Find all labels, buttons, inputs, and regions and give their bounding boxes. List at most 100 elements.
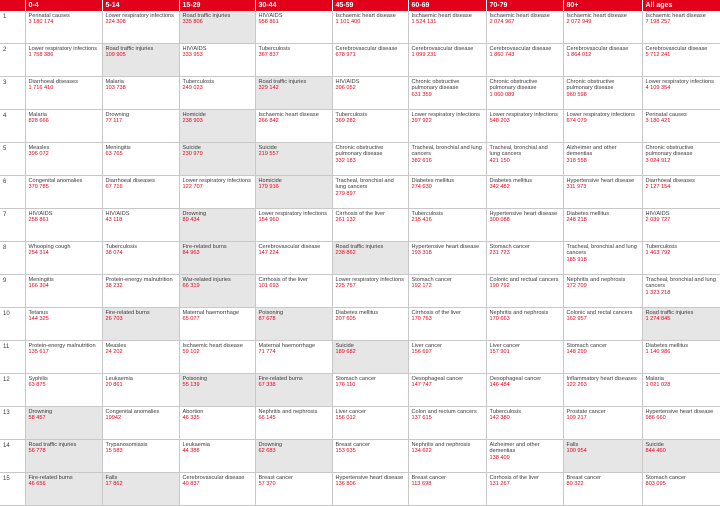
death-count: 77 117 (105, 118, 123, 125)
death-count: 55 139 (182, 382, 200, 389)
cause-name: Measles (28, 145, 50, 151)
cause-name: Fire-related burns (258, 376, 303, 382)
cause-name: Meningitis (105, 145, 131, 151)
cause-cell: Liver cancer 156 697 (408, 340, 487, 374)
cause-cell: Road traffic injuries 335 806 (179, 11, 256, 44)
cause-cell: Measles 24 202 (102, 340, 180, 374)
cause-name: Diabetes mellitus (411, 178, 455, 184)
cause-cell: Nephritis and nephrosis 134 622 (408, 439, 487, 473)
death-count: 421 150 (489, 157, 510, 164)
cause-cell: Hypertensive heart disease 136 806 (332, 472, 409, 506)
death-count: 147 224 (258, 250, 279, 257)
cause-cell: Falls 100 954 (563, 439, 643, 473)
rank-number: 3 (0, 76, 26, 110)
death-count: 803 095 (645, 481, 666, 488)
cause-cell: Whooping cough 254 314 (25, 241, 103, 275)
death-count: 137 615 (411, 415, 432, 422)
cause-name: Ischaemic heart disease (645, 13, 706, 19)
cause-cell: Poisoning 55 139 (179, 373, 256, 407)
rank-number: 15 (0, 472, 26, 506)
cause-cell: Inflammatory heart diseases 122 263 (563, 373, 643, 407)
cause-cell: Tuberculosis 142 380 (486, 406, 564, 440)
death-count: 89 434 (182, 217, 200, 224)
death-count: 3 180 174 (28, 19, 54, 26)
death-count: 1 060 089 (489, 91, 515, 98)
cause-name: Tracheal, bronchial and lung cancers (566, 244, 637, 257)
cause-cell: Cirrhosis of the liver 101 693 (255, 274, 333, 308)
cause-cell: Ischaemic heart disease 1 101 400 (332, 11, 409, 44)
cause-name: Malaria (645, 376, 664, 382)
death-count: 396 052 (335, 85, 356, 92)
cause-cell: HIV/AIDS 43 118 (102, 208, 180, 242)
death-count: 1 860 743 (489, 52, 515, 59)
death-count: 548 203 (489, 118, 510, 125)
death-count: 63 765 (105, 151, 123, 158)
death-count: 2 074 967 (489, 19, 515, 26)
death-count: 172 709 (566, 283, 587, 290)
cause-cell: Lower respiratory infections 224 308 (102, 11, 180, 44)
death-count: 162 957 (566, 316, 587, 323)
death-count: 631 359 (411, 91, 432, 98)
cause-name: Cerebrovascular disease (335, 46, 398, 52)
death-count: 17 862 (105, 481, 123, 488)
cause-name: Lower respiratory infections (335, 277, 404, 283)
cause-cell: Protein-energy malnutrition 38 232 (102, 274, 180, 308)
death-count: 215 416 (411, 217, 432, 224)
death-count: 170 663 (489, 316, 510, 323)
table-row: 12 Syphilis 63 875 Leukaemia 20 861 Poisoning… (0, 373, 720, 407)
cause-cell: Stomach cancer 176 110 (332, 373, 409, 407)
cause-cell: Cerebrovascular disease 5 712 241 (642, 43, 720, 77)
cause-name: Suicide (335, 343, 354, 349)
cause-cell: Colonic and rectual cancers 190 792 (486, 274, 564, 308)
death-count: 19942 (105, 415, 122, 422)
table-row: 7 HIV/AIDS 258 861 HIV/AIDS 43 118 Drowning 89… (0, 208, 720, 242)
death-count: 311 973 (566, 184, 587, 191)
cause-cell: Road traffic injuries 109 905 (102, 43, 180, 77)
death-count: 2 072 949 (566, 19, 592, 26)
cause-name: Chronic obstructive pulmonary disease (645, 145, 694, 158)
cause-name: Liver cancer (489, 343, 520, 349)
death-count: 122 707 (182, 184, 203, 191)
table-row: 14 Road traffic injuries 56 778 Trypanosomi… (0, 439, 720, 473)
cause-cell: Chronic obstructive pulmonary disease 631… (408, 76, 487, 110)
cause-cell: Hypertensive heart disease 193 318 (408, 241, 487, 275)
age-group-header: 60-69 (408, 0, 487, 11)
cause-cell: Fire-related burns 46 656 (25, 472, 103, 506)
death-count: 1 274 845 (645, 316, 671, 323)
death-count: 3 024 912 (645, 157, 671, 164)
cause-name: Colonic and rectal cancers (566, 310, 633, 316)
death-count: 166 304 (28, 283, 49, 290)
cause-cell: Fire-related burns 26 703 (102, 307, 180, 341)
cause-name: Stomach cancer (566, 343, 607, 349)
death-count: 192 172 (411, 283, 432, 290)
rank-number: 8 (0, 241, 26, 275)
death-count: 67 716 (105, 184, 123, 191)
cause-cell: Diarrhoeal diseases 67 716 (102, 175, 180, 209)
cause-cell: Colon and rectum cancers 137 615 (408, 406, 487, 440)
death-count: 80 322 (566, 481, 584, 488)
cause-cell: Ischaemic heart disease 2 074 967 (486, 11, 564, 44)
cause-name: HIV/AIDS (182, 46, 207, 52)
death-count: 248 218 (566, 217, 587, 224)
cause-name: Nephritis and nephrosis (566, 277, 626, 283)
death-count: 224 308 (105, 19, 126, 26)
age-group-header: 70-79 (486, 0, 564, 11)
cause-cell: Lower respiratory infections 225 757 (332, 274, 409, 308)
death-count: 38 232 (105, 283, 123, 290)
cause-cell: HIV/AIDS 2 039 727 (642, 208, 720, 242)
death-count: 71 774 (258, 349, 276, 356)
table-row: 2 Lower respiratory infections 1 758 386 Ro… (0, 43, 720, 77)
rank-number: 10 (0, 307, 26, 341)
death-count: 58 457 (28, 415, 46, 422)
death-count: 5 712 241 (645, 52, 671, 59)
cause-cell: Chronic obstructive pulmonary disease 1 0… (486, 76, 564, 110)
cause-cell: HIV/AIDS 396 052 (332, 76, 409, 110)
death-count: 113 698 (411, 481, 432, 488)
cause-cell: Ischaemic heart disease 7 198 257 (642, 11, 720, 44)
cause-name: Tracheal, bronchial and lung cancers (489, 145, 548, 158)
cause-name: Lower respiratory infections (645, 79, 714, 85)
death-count: 958 861 (258, 19, 279, 26)
cause-cell: HIV/AIDS 958 861 (255, 11, 333, 44)
death-count: 144 325 (28, 316, 49, 323)
cause-name: Drowning (28, 409, 53, 415)
